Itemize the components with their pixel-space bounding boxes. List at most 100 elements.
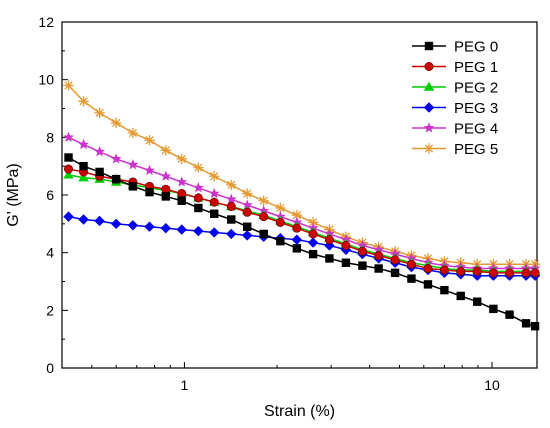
y-tick-label: 10	[38, 72, 54, 88]
data-point	[127, 159, 139, 170]
data-point	[341, 240, 351, 250]
data-point	[208, 187, 220, 199]
legend-label: PEG 2	[454, 80, 498, 97]
data-point	[489, 304, 498, 314]
data-point	[275, 217, 285, 227]
data-point	[161, 184, 171, 194]
data-point	[291, 209, 303, 221]
y-axis: 0 2 4 6 8 10 12	[38, 14, 68, 376]
legend-label: PEG 3	[454, 100, 498, 117]
data-point	[341, 258, 351, 267]
data-point	[358, 261, 367, 270]
legend-marker	[423, 81, 435, 91]
data-point	[227, 215, 236, 224]
data-point	[78, 172, 89, 182]
data-point	[193, 162, 204, 173]
data-point	[63, 211, 74, 222]
data-point	[193, 193, 203, 203]
legend-item: PEG 3	[412, 100, 498, 117]
legend-marker	[423, 102, 435, 113]
data-point	[530, 321, 540, 331]
data-point	[439, 265, 449, 275]
data-point	[63, 169, 74, 179]
data-point	[226, 228, 237, 240]
y-axis-title: G' (MPa)	[5, 163, 22, 227]
legend-item: PEG 0	[412, 39, 498, 56]
data-point	[145, 187, 154, 197]
y-tick-label: 12	[38, 14, 54, 30]
y-tick-label: 6	[46, 187, 54, 203]
legend-item: PEG 2	[412, 80, 498, 97]
data-point	[127, 127, 139, 139]
data-point	[406, 259, 416, 269]
data-point	[374, 264, 383, 273]
data-point	[291, 234, 303, 245]
data-point	[241, 199, 253, 210]
data-point	[407, 274, 416, 283]
data-point	[64, 164, 74, 174]
data-point	[110, 153, 122, 164]
data-point	[259, 212, 269, 222]
data-point	[308, 249, 318, 259]
legend-item: PEG 5	[412, 141, 498, 158]
data-point	[111, 174, 121, 184]
data-point	[456, 291, 465, 301]
y-tick-label: 4	[46, 245, 54, 261]
legend: PEG 0 PEG 1 PEG 2 PEG 3 PEG 4 PEG 5	[412, 39, 498, 158]
data-point	[177, 189, 187, 199]
data-point	[176, 176, 188, 187]
data-point	[78, 138, 89, 150]
data-point	[505, 310, 514, 319]
x-tick-label: 1	[181, 377, 189, 393]
data-point	[440, 285, 449, 295]
data-point	[243, 222, 252, 231]
data-point	[324, 235, 334, 245]
data-point	[226, 202, 236, 212]
data-point	[95, 167, 104, 177]
x-axis: 1 10	[61, 362, 500, 393]
x-tick-label: 10	[484, 377, 500, 393]
data-point	[94, 107, 105, 119]
data-point	[423, 264, 433, 274]
data-point	[225, 193, 237, 204]
data-point	[258, 195, 269, 206]
legend-marker	[424, 41, 434, 51]
data-point	[276, 236, 285, 246]
y-tick-label: 8	[46, 129, 54, 145]
legend-marker	[424, 61, 434, 71]
data-point	[176, 224, 187, 235]
data-point	[161, 192, 171, 201]
data-point	[192, 182, 204, 193]
legend-marker	[423, 143, 435, 154]
data-point	[473, 297, 482, 306]
data-point	[64, 153, 73, 162]
legend-label: PEG 1	[454, 59, 498, 76]
data-point	[193, 225, 204, 237]
data-point	[226, 179, 237, 191]
data-point	[374, 251, 384, 261]
data-point	[488, 268, 498, 278]
data-point	[176, 153, 187, 165]
data-point	[209, 227, 220, 238]
legend-marker	[423, 122, 435, 133]
data-point	[209, 197, 219, 207]
data-point	[423, 280, 433, 289]
data-point	[160, 170, 172, 181]
data-point	[325, 254, 334, 263]
data-point	[127, 220, 139, 231]
data-point	[144, 221, 155, 232]
data-point	[209, 171, 220, 182]
data-point	[307, 217, 319, 228]
data-point	[160, 222, 172, 234]
data-point	[160, 145, 172, 156]
series-line	[68, 174, 536, 273]
data-point	[78, 214, 89, 225]
data-point	[63, 80, 74, 91]
data-point	[390, 255, 400, 265]
data-point	[472, 266, 482, 276]
data-point	[307, 237, 319, 248]
series-layer	[63, 80, 541, 331]
data-point	[194, 203, 203, 213]
data-point	[357, 246, 367, 256]
